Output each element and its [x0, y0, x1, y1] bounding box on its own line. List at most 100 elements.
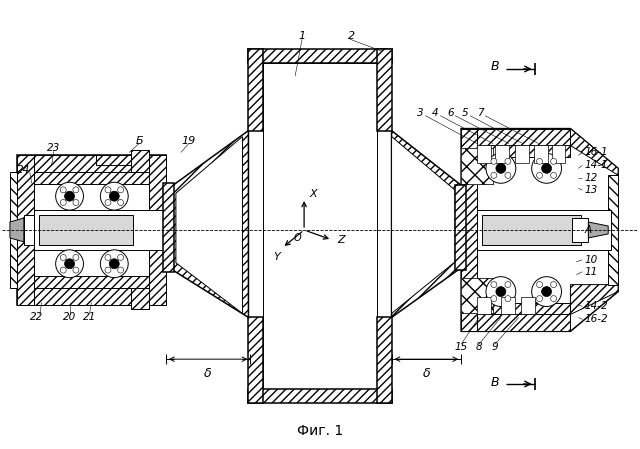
Circle shape	[56, 182, 83, 210]
Text: 1: 1	[298, 31, 306, 41]
Polygon shape	[17, 155, 34, 304]
Bar	[477, 145, 491, 163]
Circle shape	[105, 255, 111, 260]
Polygon shape	[392, 136, 455, 313]
Circle shape	[60, 255, 66, 260]
Circle shape	[118, 267, 124, 273]
Circle shape	[550, 295, 557, 302]
Bar	[477, 303, 570, 314]
Circle shape	[60, 187, 66, 193]
Text: 20: 20	[63, 313, 76, 322]
Text: 14-2: 14-2	[584, 301, 608, 312]
Text: 24: 24	[17, 165, 31, 176]
Text: 12: 12	[584, 173, 598, 183]
Polygon shape	[248, 49, 392, 63]
Circle shape	[486, 154, 516, 183]
Bar	[534, 145, 548, 163]
Circle shape	[541, 163, 552, 173]
Circle shape	[118, 255, 124, 260]
Polygon shape	[149, 155, 166, 304]
Bar	[34, 172, 149, 288]
Circle shape	[491, 282, 497, 287]
Text: δ: δ	[422, 367, 430, 380]
Circle shape	[491, 295, 497, 302]
Polygon shape	[461, 128, 477, 331]
Text: 7: 7	[477, 108, 483, 118]
Bar	[97, 155, 138, 165]
Circle shape	[56, 250, 83, 277]
Circle shape	[536, 158, 543, 164]
Text: 23: 23	[47, 144, 60, 154]
Text: 6: 6	[447, 108, 454, 118]
Text: 13: 13	[584, 185, 598, 195]
Polygon shape	[10, 218, 24, 242]
Circle shape	[550, 282, 557, 287]
Text: 5: 5	[462, 108, 468, 118]
Circle shape	[65, 259, 74, 269]
Bar	[482, 215, 581, 245]
Text: 21: 21	[83, 313, 96, 322]
Polygon shape	[248, 49, 263, 131]
Circle shape	[60, 267, 66, 273]
Text: δ: δ	[204, 367, 211, 380]
Polygon shape	[176, 136, 243, 313]
Circle shape	[491, 158, 497, 164]
Polygon shape	[169, 131, 248, 317]
Polygon shape	[461, 128, 618, 331]
Circle shape	[536, 282, 543, 287]
Text: B: B	[490, 375, 499, 388]
Text: 11: 11	[584, 267, 598, 277]
Text: O: O	[294, 233, 301, 243]
Circle shape	[536, 295, 543, 302]
Circle shape	[73, 267, 79, 273]
Circle shape	[550, 172, 557, 178]
Text: 4: 4	[432, 108, 438, 118]
Bar	[263, 63, 377, 389]
Polygon shape	[377, 49, 392, 131]
Bar	[39, 215, 133, 245]
Circle shape	[105, 267, 111, 273]
Bar	[501, 296, 515, 314]
Circle shape	[496, 163, 506, 173]
Circle shape	[550, 158, 557, 164]
Circle shape	[532, 277, 561, 307]
Bar	[495, 145, 509, 163]
Text: 15: 15	[454, 342, 468, 352]
Polygon shape	[248, 317, 263, 403]
Text: 16-2: 16-2	[584, 314, 608, 325]
Bar	[131, 288, 149, 309]
Circle shape	[73, 199, 79, 206]
Polygon shape	[461, 149, 493, 184]
Circle shape	[109, 191, 119, 201]
Polygon shape	[10, 172, 17, 288]
Text: 3: 3	[417, 108, 424, 118]
Polygon shape	[17, 288, 166, 304]
Circle shape	[536, 172, 543, 178]
Polygon shape	[608, 175, 618, 285]
Text: Фиг. 1: Фиг. 1	[297, 424, 343, 438]
Bar	[131, 150, 149, 172]
Bar	[34, 172, 149, 184]
Circle shape	[118, 199, 124, 206]
Text: Б: Б	[135, 136, 143, 145]
Polygon shape	[461, 128, 570, 145]
Text: 9: 9	[492, 342, 498, 352]
Bar	[461, 149, 493, 184]
Text: 22: 22	[30, 313, 44, 322]
Circle shape	[105, 187, 111, 193]
Text: 2: 2	[348, 31, 355, 41]
Bar	[461, 277, 493, 313]
Circle shape	[505, 282, 511, 287]
Circle shape	[118, 187, 124, 193]
Polygon shape	[570, 285, 618, 314]
Bar	[515, 145, 529, 163]
Text: 8: 8	[476, 342, 483, 352]
Bar	[34, 276, 149, 288]
Bar	[477, 210, 611, 250]
Text: 14-1: 14-1	[584, 160, 608, 170]
Text: Z: Z	[337, 235, 344, 245]
Circle shape	[505, 295, 511, 302]
Text: 19: 19	[182, 136, 196, 145]
Polygon shape	[24, 215, 34, 245]
Bar	[34, 210, 163, 250]
